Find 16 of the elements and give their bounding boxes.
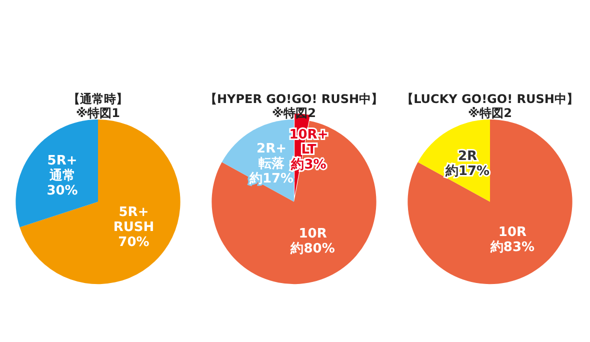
data-label: 70% xyxy=(118,235,150,250)
slice-label: 5R+ 通常 xyxy=(47,153,78,184)
data-label: 30% xyxy=(46,183,78,198)
chart-subtitle: ※特図1 xyxy=(76,106,120,120)
slice-label: 5R+ RUSH xyxy=(113,205,154,236)
chart-title: 【通常時】 xyxy=(68,92,128,106)
chart-title: 【HYPER GO!GO! RUSH中】 xyxy=(204,92,384,106)
data-label: 約17% xyxy=(444,164,490,179)
slice-label: 2R+ 転落 xyxy=(256,141,286,172)
data-label: 約83% xyxy=(489,240,535,255)
slice-label: 2R xyxy=(458,148,478,164)
slice-label: 10R xyxy=(498,224,527,240)
chart-title: 【LUCKY GO!GO! RUSH中】 xyxy=(402,92,578,106)
chart-subtitle: ※特図2 xyxy=(468,106,512,120)
slice-label: 10R xyxy=(298,226,327,242)
data-label: 約80% xyxy=(290,242,335,257)
